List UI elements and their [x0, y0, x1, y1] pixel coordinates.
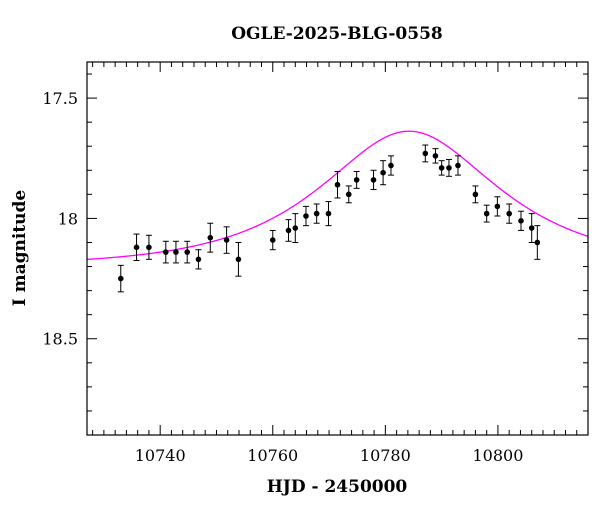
data-point — [146, 244, 152, 251]
data-point — [388, 162, 394, 169]
data-point — [313, 210, 320, 217]
plot-area — [86, 130, 589, 293]
data-point — [223, 237, 230, 243]
data-point — [334, 181, 341, 188]
data-point — [506, 210, 512, 217]
data-point — [325, 210, 332, 217]
data-point — [133, 244, 140, 251]
data-point — [438, 165, 445, 171]
y-tick-label: 17.5 — [42, 89, 78, 108]
data-point — [269, 237, 276, 243]
data-point — [292, 225, 299, 231]
data-point — [173, 249, 179, 255]
y-tick-label: 18.5 — [42, 330, 78, 349]
x-tick-label: 10760 — [247, 446, 298, 465]
data-point — [528, 225, 535, 231]
x-axis-label: HJD - 2450000 — [267, 477, 408, 497]
data-point — [163, 249, 169, 255]
data-point — [303, 213, 309, 219]
x-tick-label: 10800 — [472, 446, 523, 465]
data-point — [432, 153, 439, 159]
data-point — [472, 191, 479, 198]
data-point — [380, 169, 386, 176]
plot-frame — [86, 61, 589, 436]
data-point — [117, 275, 124, 282]
data-point — [446, 165, 452, 171]
data-point — [422, 150, 429, 157]
data-point — [235, 256, 242, 263]
data-point — [285, 227, 292, 234]
y-axis-label: I magnitude — [10, 190, 30, 307]
data-point — [353, 177, 360, 183]
data-point — [518, 218, 524, 224]
data-point — [345, 191, 352, 198]
data-point — [207, 234, 214, 241]
data-point — [370, 177, 377, 183]
y-tick-label: 18 — [58, 209, 78, 228]
data-point — [455, 162, 461, 169]
data-point — [184, 249, 190, 255]
data-point — [534, 239, 541, 246]
chart-title: OGLE-2025-BLG-0558 — [231, 24, 443, 44]
axis-ticks: 10740 10760 10780 10800 17.5 18 18.5 — [42, 62, 589, 465]
data-point — [195, 256, 202, 263]
data-point — [483, 210, 490, 217]
x-tick-label: 10780 — [360, 446, 411, 465]
x-tick-label: 10740 — [135, 446, 186, 465]
data-point — [494, 203, 501, 210]
